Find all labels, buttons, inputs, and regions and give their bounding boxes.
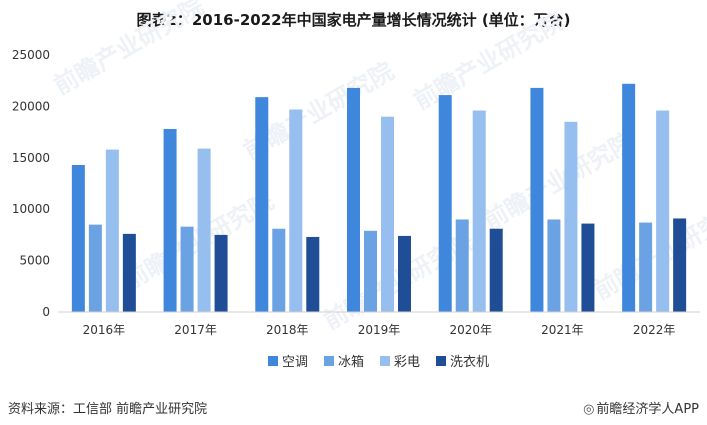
bar (347, 87, 360, 312)
legend-swatch (436, 356, 446, 366)
y-tick-label: 25000 (12, 48, 50, 62)
x-tick-label: 2021年 (541, 323, 584, 337)
legend-label: 空调 (282, 355, 308, 370)
bar (547, 219, 561, 312)
x-tick-label: 2017年 (174, 323, 217, 337)
source-note: 资料来源：工信部 前瞻产业研究院 (8, 402, 208, 417)
bar (364, 230, 377, 312)
legend-label: 彩电 (394, 355, 420, 370)
y-tick-label: 10000 (12, 202, 50, 216)
bar (180, 226, 194, 312)
bar (564, 121, 578, 312)
bar-chart: 前瞻产业研究院前瞻产业研究院前瞻产业研究院前瞻产业研究院前瞻产业研究院前瞻产业研… (12, 0, 707, 370)
watermark-text: 前瞻产业研究院 (479, 127, 638, 235)
bar (214, 234, 228, 312)
bar (289, 109, 303, 312)
bars (71, 83, 687, 313)
bar (398, 235, 411, 312)
bar (381, 116, 394, 313)
bar (272, 228, 286, 312)
bar (438, 95, 452, 312)
x-tick-label: 2016年 (83, 323, 126, 337)
legend-swatch (380, 356, 390, 366)
watermarks: 前瞻产业研究院前瞻产业研究院前瞻产业研究院前瞻产业研究院前瞻产业研究院前瞻产业研… (49, 0, 707, 335)
bar (472, 110, 486, 313)
watermark-text: 前瞻产业研究院 (409, 7, 568, 115)
bar (88, 224, 102, 312)
bar (581, 223, 595, 312)
x-tick-label: 2018年 (266, 323, 309, 337)
bar (306, 236, 320, 312)
bar (105, 149, 119, 312)
bar (455, 219, 469, 312)
bar (530, 87, 544, 312)
bar (656, 110, 670, 313)
chart-title: 图表2：2016-2022年中国家电产量增长情况统计 (单位：万台) (136, 11, 571, 29)
bar (622, 83, 636, 312)
bar (197, 148, 211, 312)
legend: 空调 冰箱 彩电 洗衣机 (268, 354, 489, 370)
bar (489, 228, 503, 312)
legend-swatch (268, 356, 278, 366)
y-axis: 0 5000 10000 15000 20000 25000 (12, 48, 50, 319)
x-tick-label: 2022年 (633, 323, 676, 337)
y-tick-label: 0 (42, 305, 50, 319)
bar (639, 222, 653, 312)
brand-name: 前瞻经济学人APP (596, 402, 699, 417)
x-axis: 2016年 2017年 2018年 2019年 2020年 2021年 2022年 (58, 311, 700, 337)
legend-label: 洗衣机 (450, 354, 489, 370)
brand-credit: ◎ 前瞻经济学人APP (583, 398, 699, 417)
legend-label: 冰箱 (338, 354, 364, 370)
x-tick-label: 2019年 (358, 323, 401, 337)
y-tick-label: 20000 (12, 99, 50, 113)
x-tick-label: 2020年 (449, 323, 492, 337)
bar (255, 97, 269, 312)
bar (122, 233, 136, 312)
brand-logo-icon: ◎ (583, 402, 595, 417)
bar (71, 164, 85, 312)
y-tick-label: 5000 (19, 254, 50, 268)
legend-swatch (324, 356, 334, 366)
watermark-text: 前瞻产业研究院 (49, 0, 208, 100)
y-tick-label: 15000 (12, 151, 50, 165)
bar (163, 129, 177, 312)
bar (673, 218, 687, 312)
